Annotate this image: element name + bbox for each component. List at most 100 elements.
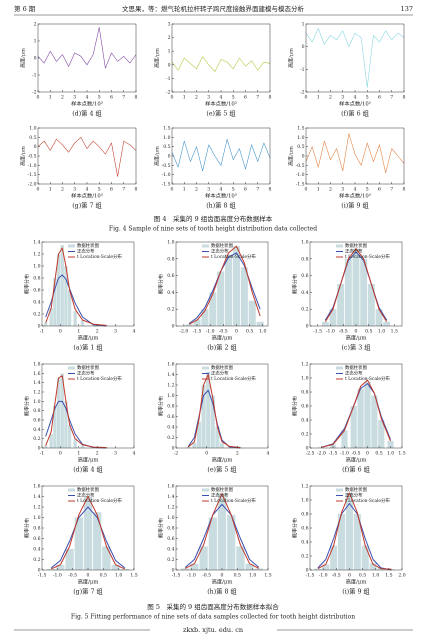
data-line [45, 247, 107, 326]
x-tick-label: 0 [59, 329, 62, 335]
histogram-bar [321, 321, 329, 326]
y-axis-label: 概率分布 [24, 274, 31, 294]
x-tick-label: 6 [244, 187, 247, 193]
histogram-bar [236, 546, 245, 570]
histogram-bar [120, 568, 129, 570]
histogram-bar [196, 421, 202, 448]
x-tick-label: 6 [110, 95, 113, 101]
x-tick-label: 2 [236, 451, 239, 457]
caption-cn: 图 5 采集的 9 组齿面高度分布数据样本拟合 [147, 602, 279, 611]
y-axis-label: 概率分布 [292, 274, 299, 294]
x-tick-label: 4 [220, 95, 223, 101]
x-tick-label: 4 [133, 329, 136, 335]
y-tick-label: 1.5 [297, 126, 304, 132]
x-axis-label: 高度/μm [212, 456, 233, 464]
data-line [317, 503, 392, 571]
panel-label: (h)第 8 组 [206, 201, 236, 210]
x-tick-label: 1.5 [264, 573, 271, 579]
histogram-bar [102, 546, 111, 570]
y-tick-label: 0 [172, 568, 175, 574]
x-tick-label: 2 [329, 187, 332, 193]
x-tick-label: 7 [122, 187, 125, 193]
legend-label: 数据柱状图 [77, 486, 100, 493]
legend-label: 数据柱状图 [345, 486, 368, 493]
y-tick-label: 0.8 [33, 408, 40, 414]
y-tick-label: 0.6 [167, 273, 174, 279]
x-axis-label: 样本点数/10³ [205, 100, 237, 108]
x-tick-label: 4 [267, 451, 270, 457]
y-tick-label: 0 [38, 446, 41, 452]
x-tick-label: 0 [305, 95, 308, 101]
legend-label: 正态分布 [345, 370, 363, 377]
histogram-bar [47, 568, 56, 570]
x-tick-label: 1.5 [130, 573, 137, 579]
y-tick-label: -2 [166, 90, 171, 96]
running-title: 文思果，等：燃气轮机拉杆转子跨尺度接触界面建模与模态分析 [122, 4, 305, 13]
y-tick-label: 1.0 [301, 498, 308, 504]
x-tick-label: 0 [37, 187, 40, 193]
x-tick-label: 6 [378, 187, 381, 193]
x-tick-label: -1.0 [319, 573, 328, 579]
x-tick-label: 1 [183, 187, 186, 193]
histogram-bar [314, 568, 322, 570]
legend-label: t Location-Scale分布 [211, 253, 256, 260]
x-axis-label: 高度/μm [78, 456, 99, 464]
y-tick-label: -1 [32, 73, 37, 79]
x-tick-label: -0.5 [219, 329, 228, 335]
y-tick-label: 0.4 [167, 547, 174, 553]
y-tick-label: 0.6 [301, 526, 308, 532]
x-tick-label: 5 [366, 187, 369, 193]
y-tick-label: 0.8 [167, 404, 174, 410]
x-tick-label: 1 [317, 95, 320, 101]
y-tick-label: 0.8 [167, 256, 174, 262]
histogram-bar [322, 564, 330, 570]
y-tick-label: 0.2 [301, 554, 308, 560]
x-tick-label: -2.5 [306, 451, 315, 457]
y-tick-label: -1 [300, 67, 305, 73]
y-tick-label: 1.2 [301, 362, 308, 368]
y-tick-label: 0.6 [33, 536, 40, 542]
footer: zkxb. xjtu. edu. cn [183, 626, 243, 634]
legend-swatch [336, 488, 343, 492]
x-tick-label: 5 [98, 187, 101, 193]
y-axis-label: 概率分布 [158, 518, 165, 538]
y-tick-label: 0.6 [167, 414, 174, 420]
x-tick-label: 2 [96, 329, 99, 335]
y-tick-label: 0.4 [301, 418, 308, 424]
histogram-bar [378, 420, 385, 448]
x-tick-label: 7 [256, 95, 259, 101]
y-tick-label: 0 [168, 62, 171, 68]
x-tick-label: 0.5 [100, 573, 107, 579]
histogram-bar [44, 445, 48, 448]
y-tick-label: 0.5 [29, 135, 36, 141]
x-axis-label: 高度/μm [346, 334, 367, 342]
x-tick-label: -1 [40, 329, 45, 335]
x-tick-label: -1.5 [306, 573, 315, 579]
y-tick-label: 0 [34, 144, 37, 150]
histogram-bar [353, 514, 361, 570]
y-tick-label: 0.4 [167, 425, 174, 431]
legend-label: t Location-Scale分布 [77, 253, 122, 260]
x-tick-label: -0.5 [339, 329, 348, 335]
data-line [50, 496, 126, 570]
panel-label: (a)第 1 组 [73, 343, 103, 352]
caption-cn: 图 4 采集的 9 组齿面高度分布数据样本 [154, 214, 273, 223]
y-tick-label: 1.4 [33, 240, 40, 246]
y-tick-label: 1.6 [167, 484, 174, 490]
x-tick-label: -1.0 [206, 329, 215, 335]
y-tick-label: 1.0 [297, 135, 304, 141]
y-tick-label: 0.8 [301, 390, 308, 396]
x-axis-label: 高度/μm [78, 578, 99, 586]
panel-label: (d)第 4 组 [73, 465, 103, 474]
y-tick-label: 0.2 [167, 557, 174, 563]
y-tick-label: -1.5 [296, 182, 305, 188]
histogram-bar [208, 517, 217, 570]
x-tick-label: 2 [96, 451, 99, 457]
y-tick-label: 0.8 [167, 526, 174, 532]
x-tick-label: -1.0 [53, 573, 62, 579]
y-axis-label: 概率分布 [292, 518, 299, 538]
histogram-bar [53, 406, 57, 448]
y-tick-label: 0.8 [301, 256, 308, 262]
y-tick-label: 0.4 [33, 427, 40, 433]
